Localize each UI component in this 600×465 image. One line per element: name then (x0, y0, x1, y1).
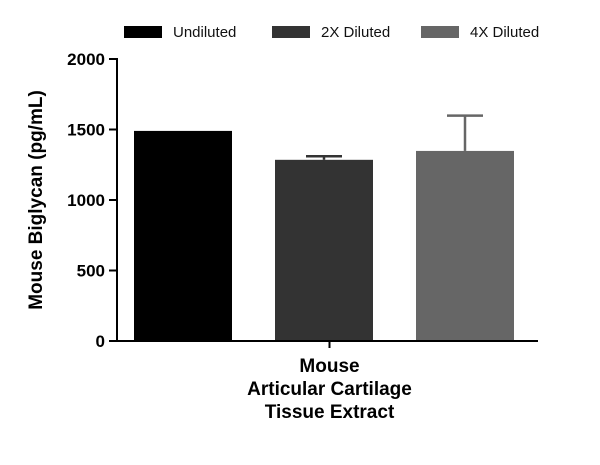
x-axis-title-line: Mouse (299, 356, 359, 377)
y-tick-label: 500 (77, 262, 105, 281)
x-axis-title-line: Tissue Extract (265, 402, 395, 423)
bar (134, 130, 232, 341)
x-axis-title: Mouse Articular Cartilage Tissue Extract (247, 356, 412, 423)
legend: Undiluted 2X Diluted 4X Diluted (124, 24, 539, 41)
legend-swatch (421, 26, 459, 38)
y-tick-label: 1500 (67, 121, 105, 140)
legend-label: 2X Diluted (321, 24, 390, 41)
legend-label: 4X Diluted (470, 24, 539, 41)
x-axis-title-line: Articular Cartilage (247, 379, 412, 400)
bars (134, 130, 514, 341)
legend-label: Undiluted (173, 24, 236, 41)
bar (275, 159, 373, 341)
y-axis-title: Mouse Biglycan (pg/mL) (26, 90, 47, 310)
legend-swatch (272, 26, 310, 38)
y-axis: 0 500 1000 1500 2000 (67, 50, 118, 351)
y-tick-label: 2000 (67, 50, 105, 69)
y-tick-label: 0 (96, 332, 105, 351)
bar (416, 150, 514, 341)
x-axis (116, 340, 538, 348)
legend-swatch (124, 26, 162, 38)
error-bars (306, 114, 483, 160)
y-tick-label: 1000 (67, 191, 105, 210)
